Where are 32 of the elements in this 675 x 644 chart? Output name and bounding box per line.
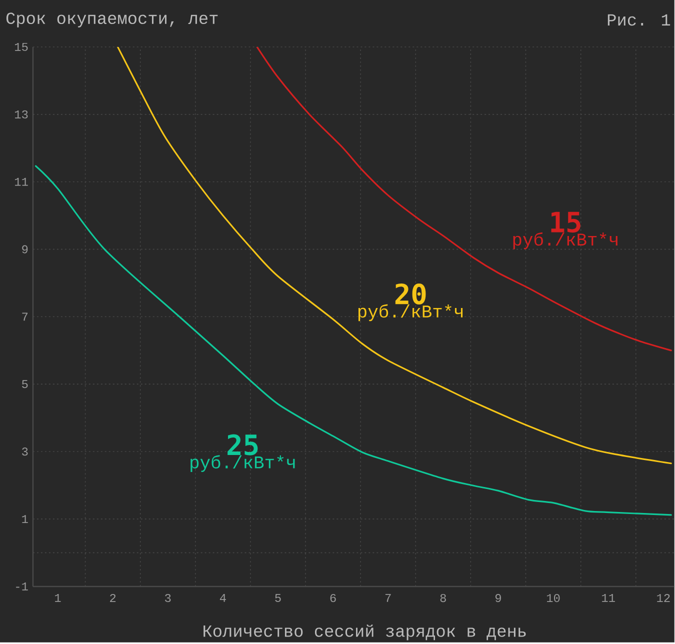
x-tick-label: 2 <box>110 594 116 602</box>
x-tick-label: 1 <box>55 594 61 602</box>
line-series <box>34 165 672 516</box>
x-tick-label: 12 <box>657 594 670 602</box>
x-tick-label: 7 <box>385 594 391 602</box>
y-tick-label: 13 <box>14 110 28 119</box>
line-series <box>256 47 672 352</box>
x-tick-label: 10 <box>546 594 560 602</box>
x-tick-label: 6 <box>330 594 336 602</box>
text: Рис. 1 <box>608 14 670 26</box>
x-tick-label: 8 <box>440 594 446 602</box>
y-tick-label: 3 <box>22 448 28 456</box>
annotation: руб./кВт*ч <box>358 304 463 322</box>
text: 15 <box>551 212 580 233</box>
annotation: руб./кВт*ч <box>190 455 295 472</box>
x-tick-label: 9 <box>495 594 501 602</box>
y-tick-label: 11 <box>14 178 28 186</box>
y-tick-label: 1 <box>22 515 28 524</box>
x-axis-title: Количество сессий зарядок в день <box>204 624 526 640</box>
y-axis-title: Срок окупаемости, лет <box>6 12 218 28</box>
y-tick-label: -1 <box>16 582 28 591</box>
y-tick-label: 5 <box>22 380 28 388</box>
y-tick-label: 15 <box>14 43 28 52</box>
series-label: 20 <box>395 284 426 305</box>
x-tick-label: 5 <box>275 594 281 602</box>
y-tick-label: 9 <box>22 245 28 254</box>
annotation: руб./кВт*ч <box>513 232 618 250</box>
x-tick-label: 4 <box>220 594 226 602</box>
x-tick-label: 11 <box>602 594 615 602</box>
y-tick-label: 7 <box>22 313 28 321</box>
series-label: 25 <box>228 434 258 456</box>
x-tick-label: 3 <box>165 594 171 602</box>
